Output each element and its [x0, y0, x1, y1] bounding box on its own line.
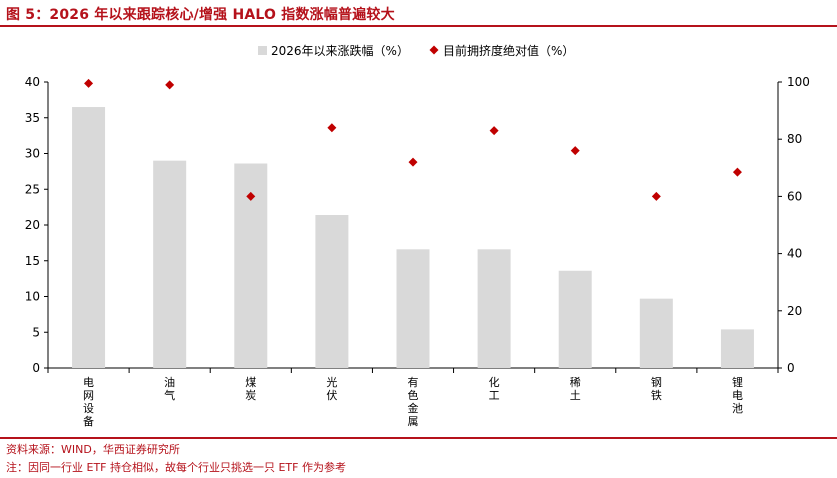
category-label: 钢铁: [651, 376, 662, 402]
category-labels: 电网设备 油气 煤炭 光伏 有色金属 化工 稀土 钢铁 锂电池: [83, 375, 743, 428]
left-tick-label: 35: [25, 111, 40, 125]
marker-point: [651, 191, 661, 201]
legend-marker-swatch: [429, 45, 439, 55]
title-divider: [0, 25, 837, 27]
bar-series: [72, 107, 754, 369]
chart: 2026年以来涨跌幅（%） 目前拥挤度绝对值（%） 0 5 10 15 20 25 30 35…: [25, 43, 810, 428]
marker-point: [570, 146, 580, 156]
marker-point: [732, 167, 742, 177]
marker-point: [165, 80, 175, 90]
left-tick-label: 40: [25, 75, 40, 89]
bar: [72, 107, 106, 369]
category-label: 有色金属: [408, 375, 419, 428]
right-tick-label: 40: [787, 247, 802, 261]
left-tick-label: 30: [25, 147, 40, 161]
legend-bar-swatch: [258, 46, 267, 55]
bar: [153, 160, 187, 368]
chart-legend: 2026年以来涨跌幅（%） 目前拥挤度绝对值（%）: [258, 43, 574, 58]
source-note: 资料来源：WIND，华西证券研究所: [6, 443, 180, 456]
right-tick-label: 80: [787, 132, 802, 146]
left-tick-label: 5: [32, 325, 40, 339]
legend-marker-label: 目前拥挤度绝对值（%）: [443, 43, 574, 58]
marker-point: [327, 123, 337, 133]
legend-bar-label: 2026年以来涨跌幅（%）: [271, 43, 409, 58]
bar: [396, 249, 430, 368]
marker-point: [489, 126, 499, 136]
left-tick-label: 15: [25, 254, 40, 268]
bar: [720, 329, 754, 368]
category-label: 电网设备: [83, 376, 94, 428]
bar: [639, 298, 673, 368]
right-tick-label: 60: [787, 189, 802, 203]
left-tick-label: 0: [32, 361, 40, 375]
right-tick-label: 20: [787, 304, 802, 318]
category-label: 化工: [489, 375, 500, 402]
category-label: 锂电池: [732, 375, 743, 415]
bar: [315, 214, 349, 368]
marker-point: [84, 78, 94, 88]
footnote: 注：因同一行业 ETF 持仓相似，故每个行业只挑选一只 ETF 作为参考: [6, 461, 346, 474]
bar: [477, 249, 511, 368]
bar: [558, 270, 592, 368]
left-tick-label: 10: [25, 290, 40, 304]
category-label: 煤炭: [245, 376, 256, 402]
category-label: 光伏: [326, 375, 337, 402]
marker-series: [84, 78, 742, 201]
right-tick-label: 100: [787, 75, 810, 89]
marker-point: [246, 191, 256, 201]
footer-divider: [0, 437, 837, 439]
left-tick-label: 20: [25, 218, 40, 232]
marker-point: [408, 157, 418, 167]
left-tick-label: 25: [25, 182, 40, 196]
figure-title: 图 5：2026 年以来跟踪核心/增强 HALO 指数涨幅普遍较大: [6, 7, 395, 23]
category-label: 油气: [164, 375, 175, 402]
category-label: 稀土: [570, 376, 581, 402]
right-tick-label: 0: [787, 361, 795, 375]
